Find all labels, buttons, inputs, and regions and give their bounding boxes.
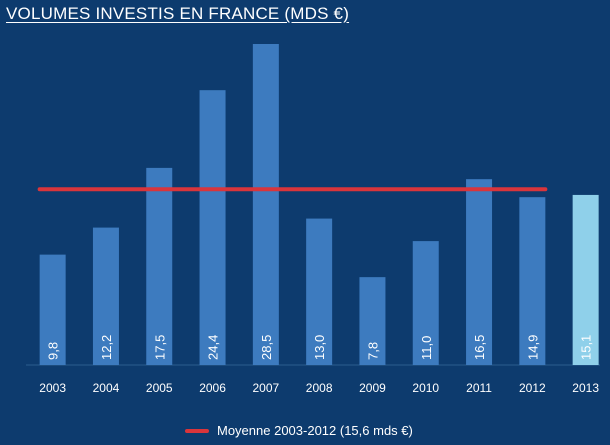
bar-2009 <box>359 277 386 365</box>
value-label-2013: 15,1 <box>579 335 594 360</box>
bar-2005 <box>146 167 173 365</box>
value-label-2009: 7,8 <box>365 342 380 360</box>
value-label-2006: 24,4 <box>206 335 221 360</box>
value-labels-layer: 9,8 12,2 17,5 24,4 28,5 13,0 7,8 11,0 16,5 14,9 15… <box>46 335 594 360</box>
x-tick-label-2012: 2012 <box>519 381 546 395</box>
value-label-2012: 14,9 <box>525 335 540 360</box>
x-tick-label-2003: 2003 <box>39 381 66 395</box>
legend-line-swatch <box>185 428 209 433</box>
bar-2010 <box>412 241 439 365</box>
x-tick-label-2007: 2007 <box>252 381 279 395</box>
bar-2013 <box>572 194 599 365</box>
x-tick-label-2005: 2005 <box>146 381 173 395</box>
x-tick-label-2004: 2004 <box>93 381 120 395</box>
x-tick-label-2009: 2009 <box>359 381 386 395</box>
x-tick-label-2008: 2008 <box>306 381 333 395</box>
value-label-2011: 16,5 <box>472 335 487 360</box>
x-tick-label-2010: 2010 <box>412 381 439 395</box>
bar-2012 <box>519 197 546 365</box>
x-tick-label-2011: 2011 <box>466 381 492 395</box>
x-tick-labels-layer: 2003 2004 2005 2006 2007 2008 2009 2010 2011 2012… <box>39 381 599 395</box>
bars-layer <box>39 44 599 365</box>
legend: Moyenne 2003-2012 (15,6 mds €) <box>185 423 413 438</box>
bar-2006 <box>199 90 226 365</box>
chart-title: VOLUMES INVESTIS EN FRANCE (MDS €) <box>6 4 350 23</box>
value-label-2008: 13,0 <box>312 335 327 360</box>
value-label-2004: 12,2 <box>99 335 114 360</box>
value-label-2005: 17,5 <box>152 335 167 360</box>
x-tick-label-2013: 2013 <box>572 381 599 395</box>
bar-2004 <box>92 227 119 365</box>
bar-2007 <box>252 44 279 365</box>
bar-2008 <box>306 218 333 365</box>
value-label-2007: 28,5 <box>259 335 274 360</box>
bar-2011 <box>466 179 493 365</box>
legend-label: Moyenne 2003-2012 (15,6 mds €) <box>217 423 413 438</box>
value-label-2010: 11,0 <box>419 336 434 360</box>
value-label-2003: 9,8 <box>46 342 61 360</box>
bar-2003 <box>39 254 66 365</box>
x-tick-label-2006: 2006 <box>199 381 226 395</box>
